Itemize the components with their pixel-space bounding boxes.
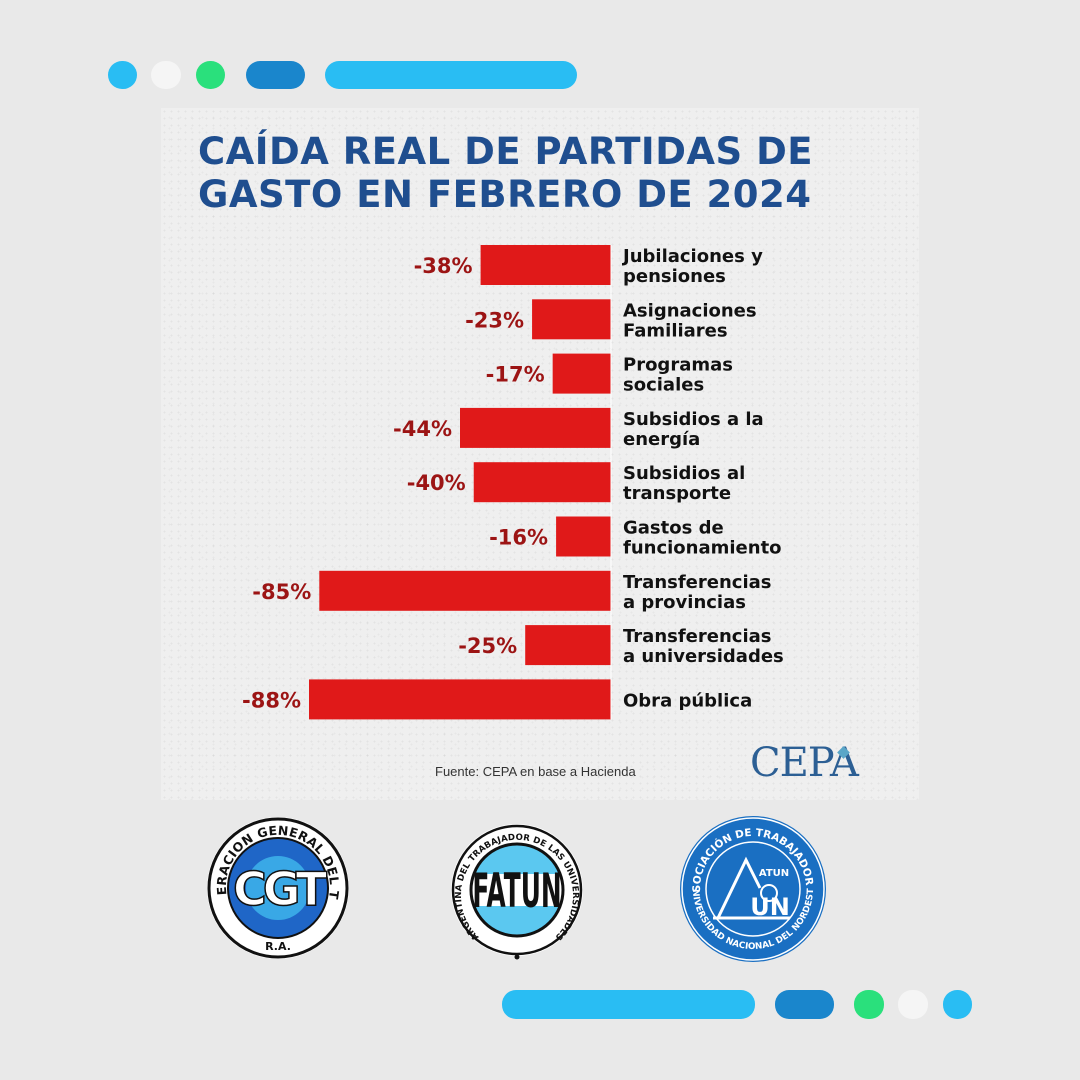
decor-dot-top-2 (151, 61, 181, 89)
decor-dot-top-3 (196, 61, 225, 89)
fatun-logo: FEDERACION ARGENTINA DEL TRABAJADOR DE L… (449, 817, 583, 960)
value-label-0: -38% (414, 254, 473, 278)
category-label-4: Subsidios al transporte (623, 463, 745, 504)
bar-8 (309, 679, 611, 720)
svg-text:FATUN: FATUN (472, 863, 561, 918)
value-label-7: -25% (458, 634, 517, 658)
bar-5 (556, 516, 611, 557)
chart-title-line-1: CAÍDA REAL DE PARTIDAS DE (198, 130, 814, 173)
decor-dot-top-1 (108, 61, 137, 89)
bar-7 (525, 625, 611, 666)
value-label-4: -40% (407, 471, 466, 495)
value-label-6: -85% (252, 580, 311, 604)
decor-pill-top-1 (246, 61, 305, 89)
value-label-2: -17% (486, 363, 545, 387)
cgt-logo: CONFEDERACION GENERAL DEL TRABAJO CGT R.… (205, 813, 349, 959)
chart-title-line-2: GASTO EN FEBRERO DE 2024 (198, 173, 812, 216)
decor-pill-top-2 (325, 61, 577, 89)
bar-1 (532, 299, 611, 340)
category-label-1: Asignaciones Familiares (623, 300, 757, 341)
value-label-1: -23% (465, 308, 524, 332)
source-note: Fuente: CEPA en base a Hacienda (435, 764, 636, 779)
svg-text:CGT: CGT (233, 862, 328, 916)
atun-logo: ASOCIACIÓN DE TRABAJADORES UNIVERSIDAD N… (678, 814, 826, 962)
category-label-5: Gastos de funcionamiento (623, 518, 782, 559)
decor-pill-bottom-1 (502, 990, 755, 1019)
svg-text:ATUN: ATUN (759, 868, 789, 879)
svg-text:R.A.: R.A. (265, 940, 291, 953)
infographic-panel (161, 108, 919, 800)
bar-3 (460, 407, 611, 448)
decor-dot-bottom-2 (898, 990, 928, 1019)
category-label-2: Programas sociales (623, 355, 733, 396)
value-label-5: -16% (489, 526, 548, 550)
decor-dot-bottom-1 (854, 990, 884, 1019)
category-label-6: Transferencias a provincias (623, 572, 772, 613)
bar-4 (473, 462, 611, 503)
value-label-8: -88% (242, 688, 301, 712)
category-label-3: Subsidios a la energía (623, 409, 764, 450)
bar-2 (552, 353, 611, 394)
decor-pill-bottom-2 (775, 990, 834, 1019)
category-label-7: Transferencias a universidades (623, 626, 784, 667)
decor-dot-bottom-3 (943, 990, 972, 1019)
value-label-3: -44% (393, 417, 452, 441)
category-label-8: Obra pública (623, 690, 752, 711)
bar-0 (480, 245, 611, 285)
chart-title: CAÍDA REAL DE PARTIDAS DE GASTO EN FEBRE… (198, 130, 898, 216)
bar-6 (319, 570, 611, 611)
category-label-0: Jubilaciones y pensiones (621, 246, 763, 287)
svg-text:UN: UN (750, 893, 790, 921)
